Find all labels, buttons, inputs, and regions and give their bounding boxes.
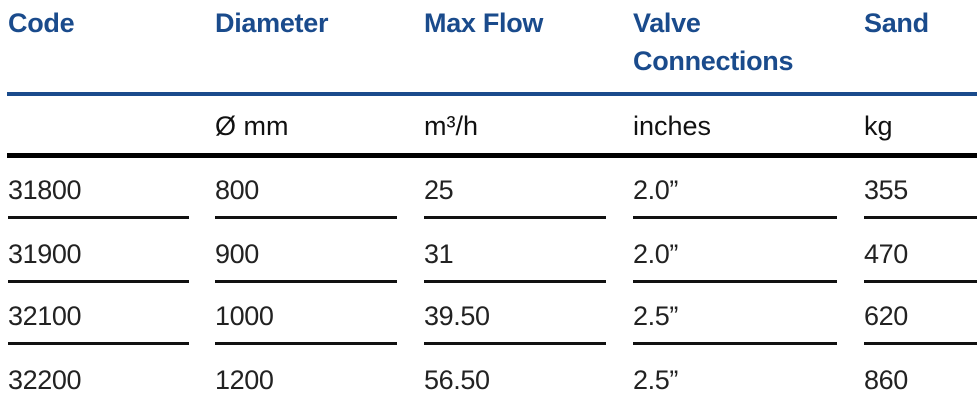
header-diameter: Diameter	[215, 8, 329, 38]
row-separator	[424, 216, 606, 219]
header-valve-connections: Valve Connections	[633, 8, 794, 76]
row-separator	[424, 342, 606, 345]
cell-max-flow: 39.50	[424, 301, 490, 331]
cell-code: 32200	[8, 365, 82, 395]
unit-max-flow: m³/h	[424, 111, 478, 141]
cell-sand: 620	[864, 301, 908, 331]
units-divider	[7, 153, 977, 158]
row-separator	[864, 342, 977, 345]
cell-valve-connections: 2.0”	[633, 239, 678, 269]
table-row: 31900 900 31 2.0” 470	[0, 222, 977, 286]
cell-max-flow: 25	[424, 175, 454, 205]
row-separator	[215, 216, 397, 219]
cell-diameter: 1200	[215, 365, 274, 395]
table-header: Code Diameter Max Flow Valve Connections…	[0, 0, 977, 96]
header-divider	[7, 92, 977, 96]
unit-sand: kg	[864, 111, 893, 141]
cell-sand: 355	[864, 175, 908, 205]
cell-valve-connections: 2.0”	[633, 175, 678, 205]
row-separator	[8, 280, 189, 283]
cell-code: 31900	[8, 239, 82, 269]
row-separator	[215, 280, 397, 283]
cell-sand: 860	[864, 365, 908, 395]
row-separator	[864, 280, 977, 283]
cell-valve-connections: 2.5”	[633, 301, 678, 331]
table-row: 31800 800 25 2.0” 355	[0, 158, 977, 222]
row-separator	[424, 280, 606, 283]
header-max-flow: Max Flow	[424, 8, 544, 38]
cell-max-flow: 31	[424, 239, 454, 269]
header-code: Code	[8, 8, 75, 38]
row-separator	[8, 216, 189, 219]
unit-diameter: Ø mm	[215, 111, 289, 141]
row-separator	[633, 216, 837, 219]
cell-diameter: 900	[215, 239, 259, 269]
unit-valve-connections: inches	[633, 111, 712, 141]
header-sand: Sand	[864, 8, 929, 38]
cell-diameter: 1000	[215, 301, 274, 331]
row-separator	[8, 342, 189, 345]
row-separator	[215, 342, 397, 345]
row-separator	[633, 342, 837, 345]
cell-code: 31800	[8, 175, 82, 205]
cell-code: 32100	[8, 301, 82, 331]
cell-valve-connections: 2.5”	[633, 365, 678, 395]
cell-max-flow: 56.50	[424, 365, 490, 395]
table-row: 32100 1000 39.50 2.5” 620	[0, 284, 977, 348]
row-separator	[633, 280, 837, 283]
table-row: 32200 1200 56.50 2.5” 860	[0, 348, 977, 412]
row-separator	[864, 216, 977, 219]
cell-sand: 470	[864, 239, 908, 269]
cell-diameter: 800	[215, 175, 259, 205]
